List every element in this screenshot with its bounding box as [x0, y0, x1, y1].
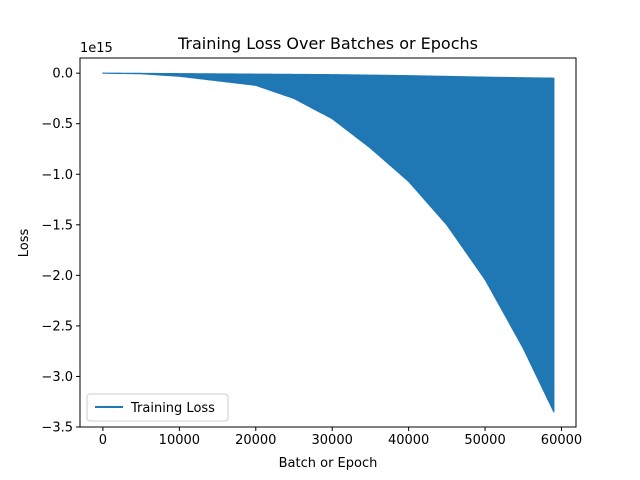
y-axis-ticks: 0.0 −0.5 −1.0 −1.5 −2.0 −2.5 −3.0 −3.5: [41, 67, 80, 436]
y-tick-label: −1.5: [41, 218, 73, 233]
plot-frame: [79, 57, 577, 428]
x-tick-label: 50000: [464, 433, 505, 448]
x-tick-label: 30000: [312, 433, 353, 448]
legend-box: [86, 393, 229, 422]
y-tick-label: −1.0: [41, 168, 73, 183]
x-tick-label: 0: [99, 433, 107, 448]
plot-area: [102, 72, 555, 413]
x-axis-label: Batch or Epoch: [279, 456, 378, 471]
y-tick-label: −3.5: [41, 421, 73, 436]
y-axis-label: Loss: [17, 229, 32, 258]
x-tick-label: 40000: [388, 433, 429, 448]
legend: Training Loss: [86, 393, 229, 422]
chart-title: Training Loss Over Batches or Epochs: [177, 34, 478, 53]
y-offset-text: 1e15: [80, 41, 113, 56]
x-tick-label: 10000: [159, 433, 200, 448]
y-tick-label: −0.5: [41, 117, 73, 132]
y-tick-label: −2.5: [41, 319, 73, 334]
y-tick-label: −2.0: [41, 269, 73, 284]
y-tick-label: −3.0: [41, 370, 73, 385]
x-axis-ticks: 0 10000 20000 30000 40000 50000 60000: [99, 427, 582, 448]
series-training-loss: [102, 72, 555, 413]
x-tick-label: 20000: [235, 433, 276, 448]
legend-label-training-loss: Training Loss: [130, 401, 215, 416]
x-tick-label: 60000: [541, 433, 582, 448]
y-tick-label: 0.0: [52, 67, 73, 82]
